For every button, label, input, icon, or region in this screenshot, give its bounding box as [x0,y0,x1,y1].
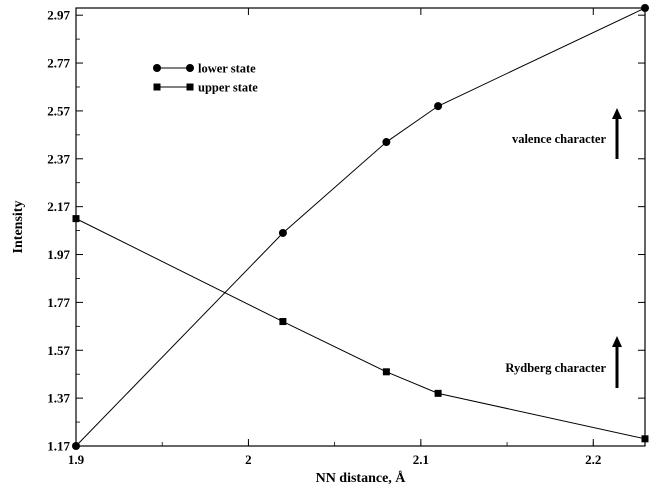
x-tick-label: 1.9 [68,452,85,467]
annotation-text: valence character [512,132,607,146]
annotation-text: Rydberg character [505,361,606,375]
data-point [72,215,80,223]
data-point [382,138,391,147]
series-lower-state [72,4,649,450]
data-point [434,102,443,111]
y-tick-label: 1.77 [47,295,70,310]
plot-frame [75,7,646,447]
x-axis-label: NN distance, Å [316,470,407,486]
data-point [641,4,649,12]
arrow-head [612,336,622,347]
y-tick-label: 2.57 [47,103,70,118]
y-tick-label: 2.17 [47,199,70,214]
annotation-valence: valence character [512,108,622,159]
legend-marker [186,64,194,72]
data-point [641,435,649,443]
x-tick-label: 2.2 [585,452,601,467]
x-tick-label: 2.1 [413,452,429,467]
legend-marker [153,64,161,72]
annotations: valence character Rydberg character [505,108,622,388]
legend-label: lower state [198,62,256,76]
x-tick-label: 2 [245,452,252,467]
series-line [75,7,646,447]
arrow-head [612,108,622,119]
y-tick-label: 1.17 [47,439,70,454]
y-tick-label: 2.37 [47,151,70,166]
annotation-rydberg: Rydberg character [505,336,622,388]
y-axis: 1.17 1.37 1.57 1.77 1.97 2.17 2.37 2.57 2.77 2.97 [47,8,645,454]
data-point [278,228,287,237]
data-point [279,318,287,326]
legend: lower state upper state [153,62,258,95]
series-line [75,218,646,440]
legend-marker [186,83,194,91]
series-upper-state [72,215,649,443]
series-layer [72,4,649,450]
data-point [434,389,442,397]
data-point [382,368,390,376]
x-axis: 1.9 2 2.1 2.2 [68,8,601,467]
legend-marker [153,83,161,91]
legend-entry: lower state [153,62,256,76]
legend-entry: upper state [153,81,258,95]
y-axis-label: Intensity [11,201,26,254]
y-tick-label: 1.57 [47,343,70,358]
data-point [72,442,80,450]
y-tick-label: 2.77 [47,56,70,71]
y-tick-label: 1.37 [47,391,70,406]
legend-label: upper state [198,81,258,95]
y-tick-label: 1.97 [47,247,70,262]
y-tick-label: 2.97 [47,8,70,23]
